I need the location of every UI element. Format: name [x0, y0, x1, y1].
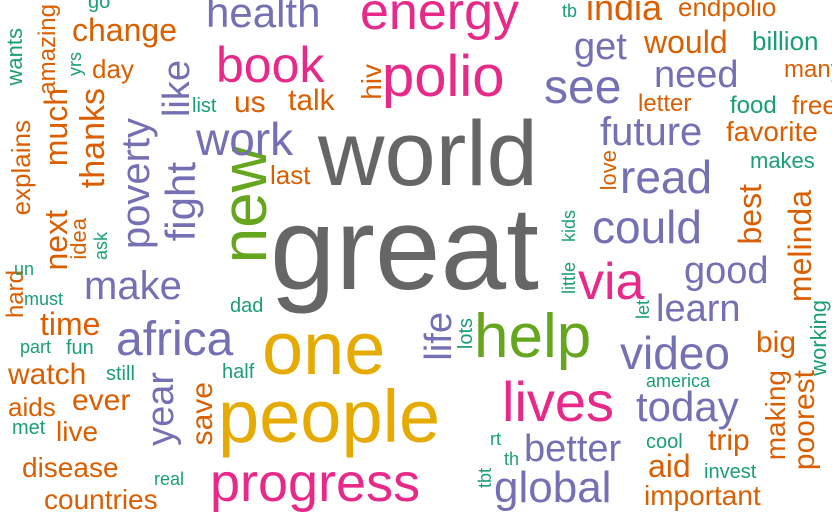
- word-met: met: [12, 417, 46, 439]
- word-aids: aids: [8, 392, 56, 422]
- word-life: life: [418, 312, 460, 361]
- word-make: make: [84, 264, 182, 308]
- word-live: live: [56, 416, 99, 447]
- word-favorite: favorite: [726, 116, 818, 147]
- word-save: save: [186, 382, 219, 446]
- word-lots: lots: [455, 318, 477, 350]
- word-must: must: [24, 289, 64, 309]
- word-little: little: [559, 262, 579, 295]
- word-people: people: [218, 375, 441, 458]
- word-see: see: [544, 61, 622, 114]
- word-would: would: [644, 24, 728, 60]
- word-ever: ever: [72, 384, 131, 417]
- word-hiv: hiv: [356, 64, 387, 100]
- word-love: love: [596, 150, 621, 191]
- word-change: change: [72, 12, 177, 48]
- word-food: food: [730, 92, 777, 119]
- word-fun: fun: [66, 337, 94, 359]
- word-real: real: [154, 469, 185, 489]
- word-letter: letter: [638, 90, 692, 117]
- word-world: world: [318, 103, 538, 205]
- word-aid: aid: [648, 448, 691, 484]
- word-america: america: [646, 371, 711, 391]
- word-list: list: [192, 95, 217, 117]
- word-thanks: thanks: [74, 88, 112, 189]
- word-th: th: [504, 449, 520, 469]
- word-disease: disease: [22, 452, 119, 483]
- word-future: future: [600, 110, 703, 154]
- word-half: half: [222, 361, 255, 383]
- word-invest: invest: [704, 461, 757, 483]
- word-like: like: [156, 60, 198, 118]
- word-fight: fight: [157, 162, 204, 242]
- word-big: big: [756, 326, 797, 359]
- word-much: much: [38, 88, 74, 167]
- word-tbt: tbt: [475, 468, 495, 489]
- word-makes: makes: [750, 148, 815, 173]
- word-read: read: [620, 151, 713, 203]
- word-health: health: [206, 0, 321, 36]
- word-countries: countries: [44, 484, 158, 512]
- word-poorest: poorest: [788, 370, 821, 471]
- word-many: many: [784, 56, 832, 83]
- word-let: let: [633, 300, 653, 320]
- word-go: go: [88, 0, 111, 13]
- word-one: one: [262, 307, 386, 390]
- word-via: via: [578, 253, 645, 311]
- word-free: free: [792, 90, 832, 120]
- word-great: great: [270, 183, 539, 315]
- word-un: un: [14, 259, 35, 279]
- word-video: video: [620, 327, 730, 379]
- word-day: day: [92, 54, 134, 84]
- word-progress: progress: [210, 453, 421, 512]
- word-year: year: [140, 372, 182, 446]
- word-important: important: [644, 480, 761, 511]
- word-get: get: [574, 26, 627, 68]
- word-kids: kids: [559, 210, 579, 243]
- word-poverty: poverty: [114, 118, 158, 250]
- word-cool: cool: [646, 431, 683, 453]
- word-need: need: [654, 54, 739, 96]
- word-us: us: [234, 86, 266, 119]
- word-tb: tb: [562, 1, 578, 21]
- word-billion: billion: [752, 26, 819, 56]
- word-idea: idea: [66, 218, 91, 260]
- word-trip: trip: [708, 424, 750, 457]
- word-help: help: [474, 302, 592, 371]
- word-global: global: [494, 463, 612, 512]
- word-still: still: [106, 363, 135, 385]
- word-india: india: [586, 0, 663, 28]
- word-yrs: yrs: [65, 52, 85, 76]
- word-explains: explains: [6, 120, 36, 216]
- word-lives: lives: [502, 370, 615, 433]
- word-could: could: [592, 201, 702, 253]
- word-talk: talk: [288, 84, 335, 117]
- word-ask: ask: [91, 232, 111, 261]
- word-time: time: [40, 306, 101, 342]
- word-africa: africa: [116, 313, 234, 366]
- word-work: work: [196, 113, 294, 165]
- word-learn: learn: [656, 288, 741, 330]
- word-wants: wants: [2, 28, 27, 86]
- word-part: part: [20, 337, 52, 357]
- word-last: last: [270, 160, 311, 190]
- word-better: better: [524, 428, 622, 470]
- word-watch: watch: [8, 358, 87, 391]
- word-best: best: [732, 184, 768, 245]
- word-book: book: [216, 37, 325, 93]
- word-polio: polio: [382, 44, 505, 109]
- word-good: good: [684, 250, 769, 292]
- word-rt: rt: [490, 429, 501, 449]
- word-endpolio: endpolio: [678, 0, 777, 22]
- word-melinda: melinda: [782, 190, 818, 303]
- word-today: today: [636, 383, 739, 430]
- word-making: making: [760, 370, 791, 461]
- word-working: working: [806, 300, 831, 376]
- word-energy: energy: [360, 0, 519, 41]
- word-dad: dad: [230, 295, 264, 317]
- word-amazing: amazing: [34, 4, 61, 95]
